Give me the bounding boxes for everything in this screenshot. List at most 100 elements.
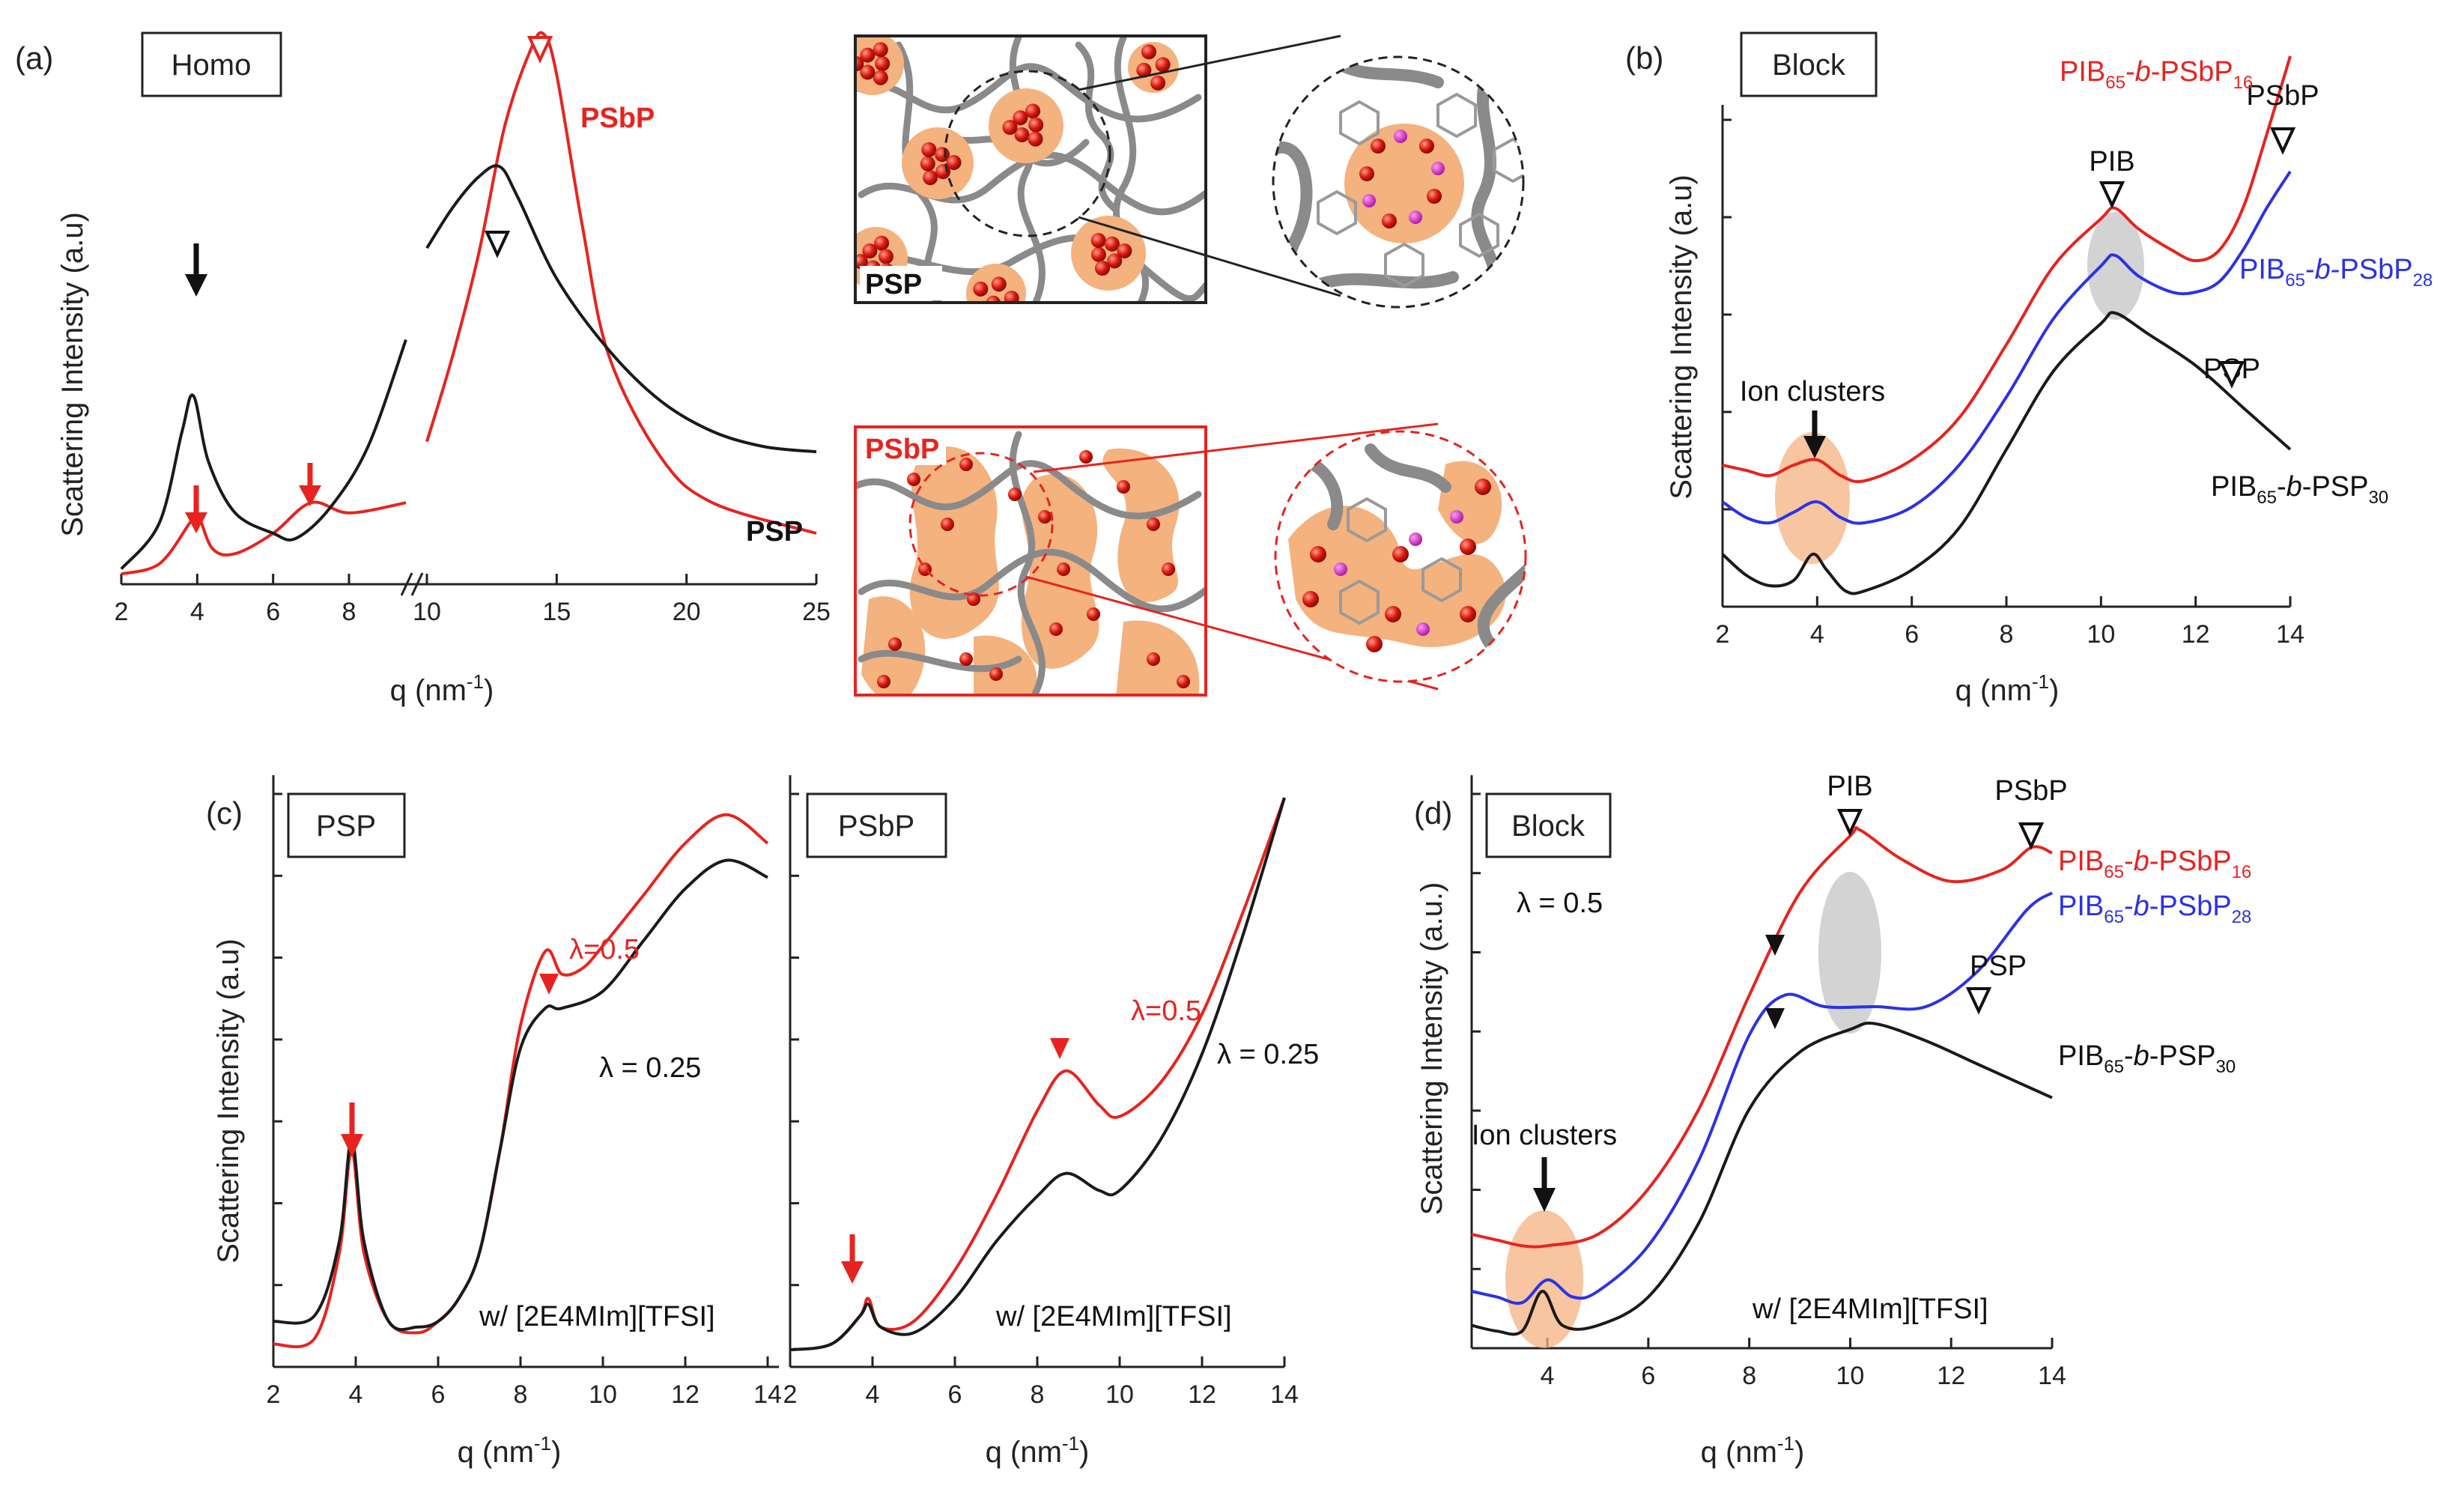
ion-bead xyxy=(967,592,980,606)
a-tick-label-6: 6 xyxy=(266,598,280,626)
schematic-bottom-frame xyxy=(854,425,1207,697)
ion-bead xyxy=(921,142,937,157)
schematic-bottom-label: PSbP xyxy=(865,434,939,465)
oxygen-atom xyxy=(1310,546,1326,562)
d-tick-label-12: 12 xyxy=(1937,1362,1965,1390)
ion-bead xyxy=(862,243,878,259)
triangle-c2-red xyxy=(1050,1038,1069,1059)
chain xyxy=(1009,431,1046,695)
benzene-ring xyxy=(1339,100,1380,146)
x-ticks-b: 2 4 6 8 10 12 14 xyxy=(1716,596,2304,649)
ion-bead xyxy=(1049,622,1063,636)
c1-tick-label-4: 4 xyxy=(349,1380,363,1409)
schematic-top-frame xyxy=(854,34,1207,304)
ion-cluster xyxy=(855,36,904,95)
c1-tick-label-12: 12 xyxy=(671,1380,700,1409)
y-axis-label-c: Scattering Intensity (a.u) xyxy=(212,938,245,1264)
benzene-ring xyxy=(1493,137,1523,184)
arrow-head-a-psp xyxy=(185,274,207,297)
ion-bead xyxy=(1038,510,1052,524)
a-tick-label-25: 25 xyxy=(802,598,831,626)
ion-bead xyxy=(941,518,954,531)
panel-a: (a) Homo Scattering Intensity (a.u) 2 4 6 8… xyxy=(15,31,831,707)
ion-beads-bottom xyxy=(877,450,1190,688)
panel-label-c: (c) xyxy=(206,795,243,831)
c2-tick-label-12: 12 xyxy=(1188,1380,1216,1409)
chain xyxy=(1009,36,1046,303)
x-axis-label-c1: q (nm-1) xyxy=(458,1432,562,1469)
ion-bead xyxy=(1004,291,1019,303)
legend-d-psbp28: PIB65-b-PSbP28 xyxy=(2058,891,2251,927)
triangle-d-filled-2 xyxy=(1765,1008,1785,1029)
ion-bead xyxy=(1090,233,1106,249)
label-c1-black: λ = 0.25 xyxy=(599,1052,701,1084)
chain xyxy=(1075,41,1120,213)
chain xyxy=(1477,563,1526,650)
box-label-block-d: Block xyxy=(1511,810,1585,843)
label-d-psp: PSP xyxy=(1970,950,2027,982)
ion-bead xyxy=(860,47,876,63)
zoom-atoms-top xyxy=(1359,130,1445,228)
x-axis-label-b: q (nm-1) xyxy=(1955,670,2060,707)
d-series-2-line xyxy=(1471,1022,2053,1336)
a-tick-label-15: 15 xyxy=(542,598,571,626)
panel-c: (c) Scattering Intensity (a.u) 2 4 6 8 10 12 1… xyxy=(206,775,1319,1469)
d-tick-label-8: 8 xyxy=(1742,1362,1756,1390)
benzene-ring xyxy=(1384,242,1424,288)
c1-tick-label-2: 2 xyxy=(267,1380,281,1409)
oxygen-atom xyxy=(1371,139,1386,154)
panel-d: (d) Scattering Intensity (a.u.) 4 6 8 10 12 1… xyxy=(1414,771,2251,1469)
zoom-view-bottom-frame xyxy=(1274,430,1527,683)
oxygen-atom xyxy=(1460,606,1476,622)
y-ticks-c2 xyxy=(790,792,799,1368)
ion-bead xyxy=(959,652,973,666)
ion-bead xyxy=(946,154,962,170)
b-series-0-line xyxy=(1722,55,2292,484)
series-lines-d xyxy=(1471,825,2054,1336)
ion-bead xyxy=(1162,562,1175,576)
legend-b-psbp16: PIB65-b-PSbP16 xyxy=(2060,56,2253,93)
chains-bottom xyxy=(855,431,1206,695)
label-c2-black: λ = 0.25 xyxy=(1217,1039,1319,1070)
ion-domain xyxy=(909,446,999,639)
axis-break-mark-2 xyxy=(410,572,424,596)
zoom-circle-bottom xyxy=(908,452,1054,597)
ion-bead xyxy=(1008,488,1022,501)
legend-d-psbp16: PIB65-b-PSbP16 xyxy=(2058,846,2251,882)
ion-bead xyxy=(1117,243,1132,258)
b-series-2-line xyxy=(1721,311,2292,595)
a-tick-label-20: 20 xyxy=(673,598,701,626)
x-axis-label-d: q (nm-1) xyxy=(1701,1432,1805,1469)
ion-bead xyxy=(989,667,1003,681)
oxygen-atom xyxy=(1302,591,1319,607)
boron-atom xyxy=(1334,562,1347,576)
ion-bead xyxy=(1090,246,1106,262)
d-series-0-line xyxy=(1471,825,2053,1249)
series-lines-a xyxy=(120,31,817,576)
zoom-line-top-2 xyxy=(1078,216,1341,297)
triangle-c1-red xyxy=(539,974,559,995)
label-a-psp: PSP xyxy=(746,516,803,548)
panel-b: (b) Block Scattering Intensity (a.u) 2 4 6… xyxy=(1625,31,2433,707)
chain xyxy=(858,548,1206,613)
triangle-b-psbp xyxy=(2269,127,2296,155)
label-d-lambda: λ = 0.5 xyxy=(1517,888,1603,919)
box-label-frame-c2 xyxy=(806,792,947,858)
ion-bead xyxy=(860,64,876,80)
box-label-frame-c1 xyxy=(287,792,406,858)
ion-bead xyxy=(986,295,1001,303)
d-tick-label-10: 10 xyxy=(1836,1362,1865,1390)
label-b-psbp: PSbP xyxy=(2246,80,2319,112)
ion-bead xyxy=(923,170,938,186)
boron-atom xyxy=(1431,162,1445,175)
ion-bead xyxy=(1117,480,1130,494)
label-d-pib: PIB xyxy=(1827,771,1872,802)
boron-atom xyxy=(1362,194,1376,207)
chain xyxy=(1312,271,1459,291)
triangle-d-psbp xyxy=(2018,822,2045,850)
ion-bead xyxy=(888,637,902,651)
legend-d-psp30: PIB65-b-PSP30 xyxy=(2058,1040,2236,1077)
oxygen-atom xyxy=(1385,606,1401,622)
y-axis-label-b: Scattering Intensity (a.u) xyxy=(1665,175,1698,500)
box-label-psp-c: PSP xyxy=(316,810,376,843)
